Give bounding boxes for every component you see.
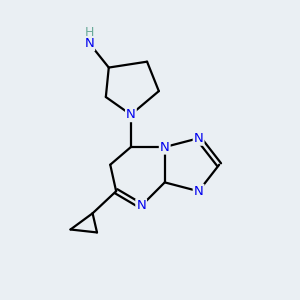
Text: N: N: [194, 132, 203, 145]
Text: N: N: [194, 185, 203, 198]
Text: N: N: [136, 200, 146, 212]
Text: N: N: [160, 141, 169, 154]
Text: H: H: [85, 26, 94, 39]
Text: N: N: [126, 108, 136, 121]
Text: N: N: [85, 38, 94, 50]
